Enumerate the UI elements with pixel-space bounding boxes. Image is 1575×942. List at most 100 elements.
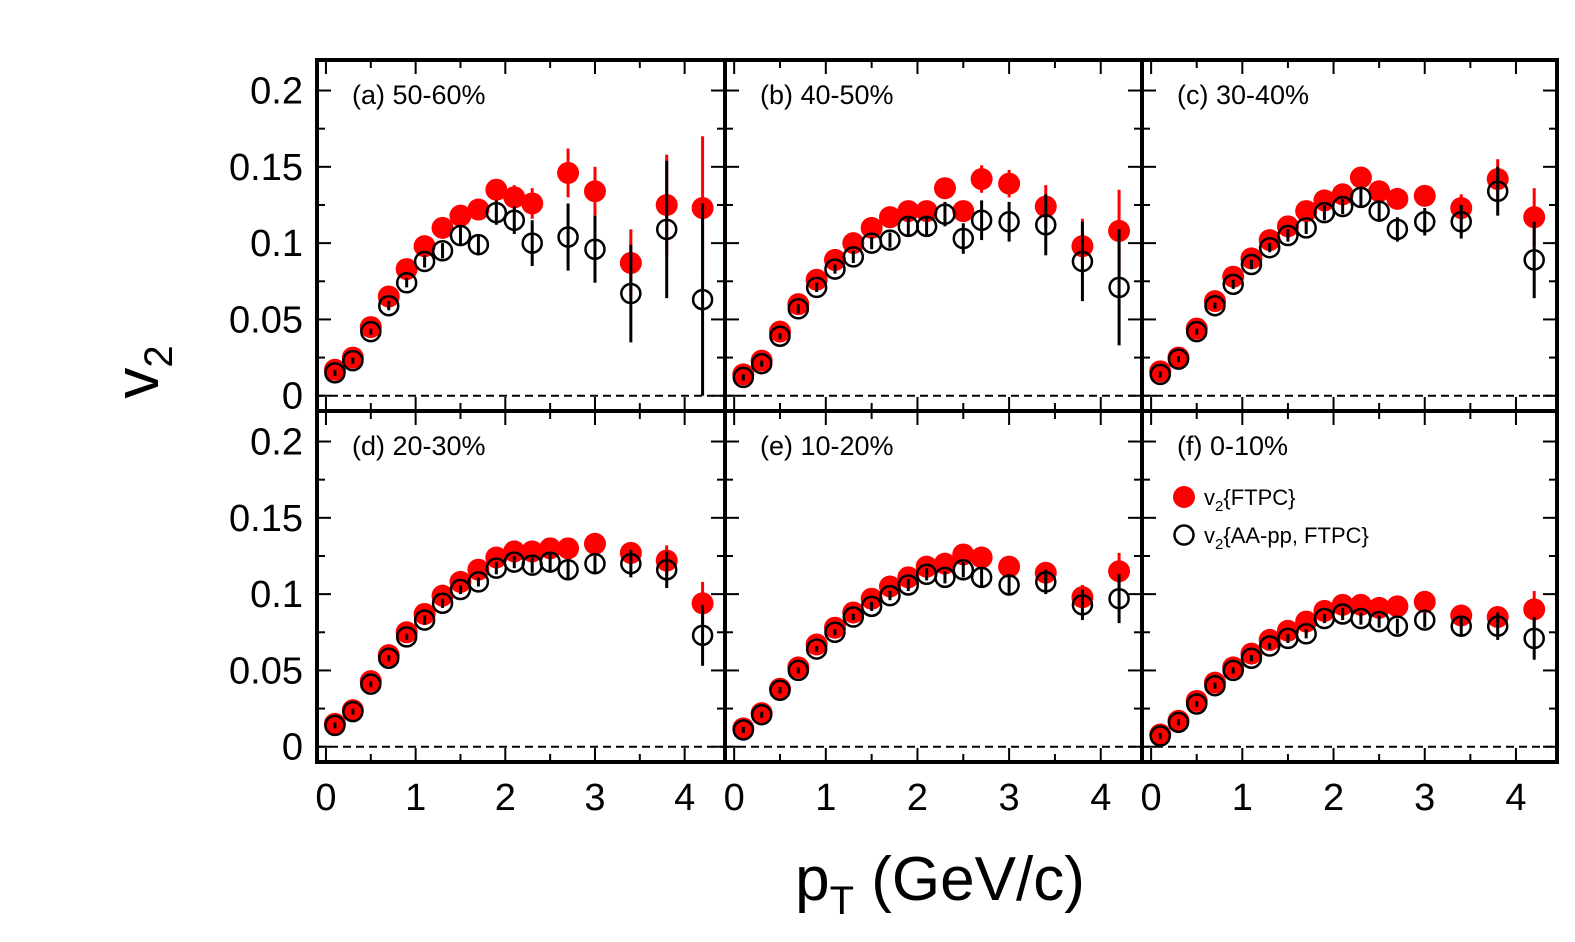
y-axis-title-sub: 2 <box>137 345 181 367</box>
aapp-point <box>915 215 938 238</box>
aapp-point <box>1486 180 1509 202</box>
panel-label: (b) 40-50% <box>760 80 894 110</box>
aapp-point <box>557 558 579 581</box>
ftpc-point <box>933 177 956 200</box>
aapp-point <box>620 552 642 575</box>
panel-2: (b) 40-50% <box>725 60 1142 411</box>
y-axis-title: v2 <box>103 345 181 398</box>
aapp-point <box>787 659 810 682</box>
aapp-point <box>1277 224 1299 247</box>
aapp-point <box>1450 615 1472 637</box>
aapp-point <box>557 226 579 248</box>
ftpc-point <box>860 216 883 239</box>
y-tick-label: 0.05 <box>229 299 303 341</box>
aapp-point <box>1167 348 1190 370</box>
aapp-point <box>998 574 1020 596</box>
y-tick-label: 0.1 <box>250 574 303 616</box>
ftpc-point <box>768 320 791 343</box>
legend-label: v2{AA-pp, FTPC} <box>1204 523 1369 553</box>
ftpc-point <box>431 216 454 239</box>
aapp-point <box>1368 200 1390 222</box>
ftpc-point <box>1295 200 1318 223</box>
aapp-point <box>1108 276 1130 299</box>
aapp-point <box>431 240 454 262</box>
ftpc-point <box>1203 290 1226 313</box>
axis-tick-labels: 00.050.10.150.200.050.10.150.20 1 2 3 4 0 1 2 3 4… <box>229 71 1526 819</box>
ftpc-point <box>1386 595 1409 618</box>
ftpc-point <box>1222 265 1245 288</box>
y-tick-label: 0.1 <box>250 223 303 265</box>
aapp-point <box>1295 217 1317 239</box>
panel-label: (e) 10-20% <box>760 431 894 461</box>
panel-1: (a) 50-60% <box>317 60 725 411</box>
aapp-point <box>897 574 920 596</box>
aapp-point <box>860 595 883 618</box>
aapp-point <box>360 320 382 343</box>
aapp-point <box>1295 623 1317 645</box>
ftpc-point <box>823 616 846 639</box>
x-tick-label: 3 <box>999 777 1020 819</box>
y-tick-label: 0 <box>282 376 303 418</box>
panel-frame <box>315 58 1559 764</box>
aapp-point <box>1149 363 1171 386</box>
aapp-point <box>787 298 810 320</box>
ftpc-point <box>1276 619 1299 642</box>
panels-group: (a) 50-60% (b) 40-50% (c) 30-40% (d) 20-30%… <box>315 58 1559 764</box>
aapp-point <box>1413 609 1436 631</box>
ftpc-point <box>413 235 436 258</box>
ftpc-point <box>805 268 828 291</box>
aapp-point <box>377 294 400 317</box>
aapp-point <box>1386 218 1409 241</box>
aapp-point <box>584 552 606 575</box>
y-tick-label: 0.15 <box>229 498 303 540</box>
aapp-point <box>1486 615 1509 637</box>
aapp-point <box>377 647 400 669</box>
aapp-point <box>1413 211 1436 233</box>
aapp-point <box>360 673 382 695</box>
aapp-point <box>1185 693 1208 715</box>
aapp-point <box>503 209 526 231</box>
ftpc-point <box>1368 180 1391 203</box>
aapp-point <box>521 232 543 254</box>
ftpc-point <box>915 555 938 578</box>
ftpc-point <box>557 537 580 560</box>
aapp-point <box>1035 214 1057 236</box>
ftpc-point <box>897 566 920 589</box>
aapp-point <box>1240 647 1263 669</box>
x-tick-label: 2 <box>495 777 516 819</box>
x-tick-label: 4 <box>1505 777 1526 819</box>
aapp-point <box>449 578 472 601</box>
aapp-point <box>998 211 1020 233</box>
legend-marker-aapp <box>1173 524 1195 546</box>
legend-marker-ftpc <box>1173 486 1195 508</box>
legend-entry-1: v2{FTPC} <box>1173 485 1295 515</box>
ftpc-point <box>521 192 544 215</box>
x-axis-title-rest: (GeV/c) <box>854 845 1085 914</box>
x-tick-label: 2 <box>1323 777 1344 819</box>
aapp-point <box>769 325 791 347</box>
aapp-point <box>750 703 773 726</box>
aapp-point <box>1523 627 1545 650</box>
aapp-point <box>934 203 956 225</box>
ftpc-point <box>449 204 472 227</box>
aapp-point <box>324 362 346 384</box>
legend-entry-2: v2{AA-pp, FTPC} <box>1173 523 1369 553</box>
x-tick-label: 1 <box>405 777 426 819</box>
x-tick-label: 0 <box>1141 777 1162 819</box>
aapp-point <box>539 551 561 573</box>
aapp-point <box>620 282 642 305</box>
aapp-point <box>1222 273 1244 296</box>
aapp-point <box>324 714 346 737</box>
aapp-point <box>732 719 755 741</box>
aapp-point <box>952 558 975 581</box>
aapp-point <box>1386 615 1409 637</box>
ftpc-point <box>583 180 606 203</box>
y-axis-title-main: v <box>103 368 172 399</box>
ftpc-point <box>970 546 993 569</box>
aapp-point <box>1071 594 1094 616</box>
ftpc-point <box>1240 642 1263 665</box>
aapp-point <box>769 679 791 702</box>
ftpc-point <box>557 161 580 184</box>
aapp-point <box>342 700 364 723</box>
ftpc-point <box>691 592 714 615</box>
